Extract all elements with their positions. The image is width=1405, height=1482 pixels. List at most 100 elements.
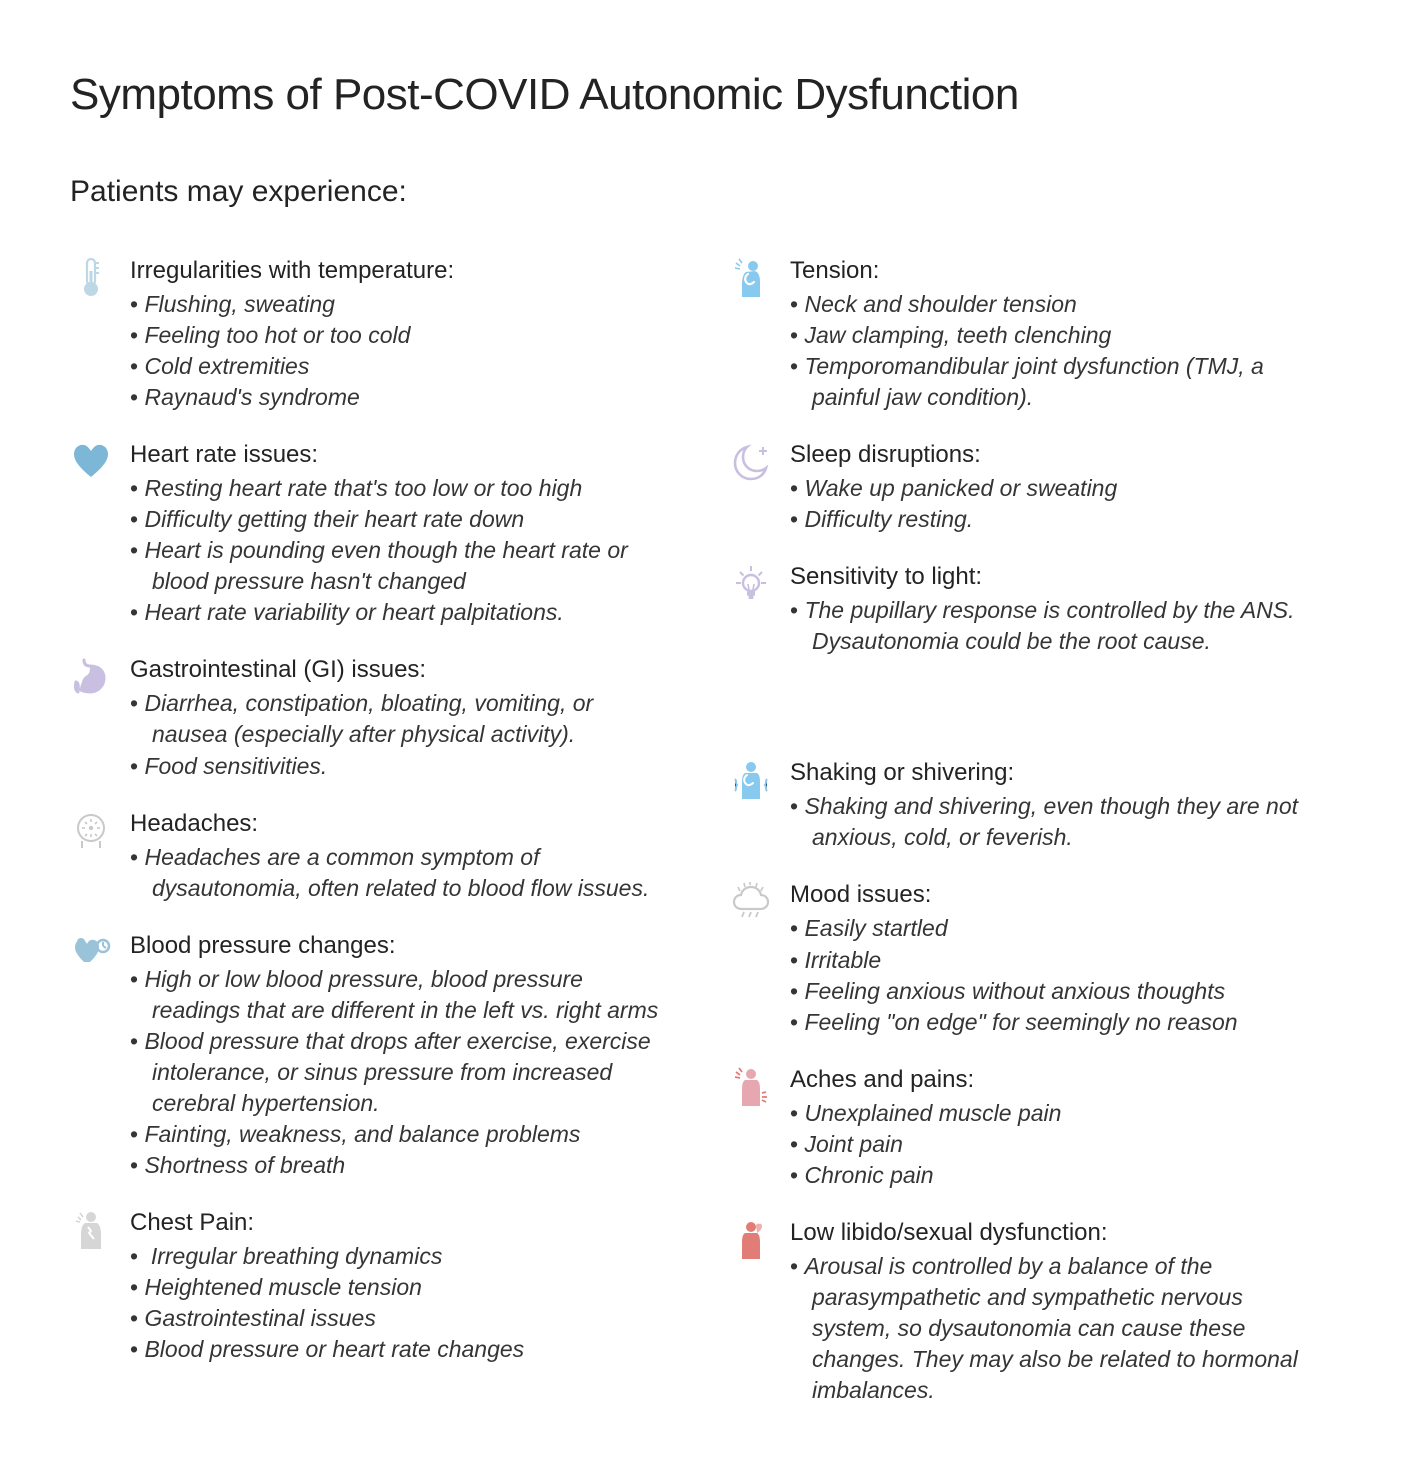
symptom-bullet: Jaw clamping, teeth clenching (790, 320, 1325, 351)
symptom-body: Gastrointestinal (GI) issues: Diarrhea, c… (130, 656, 675, 781)
symptom-heading: Sleep disruptions: (790, 441, 1325, 469)
symptom-body: Shaking or shivering: Shaking and shiveri… (790, 759, 1335, 853)
symptom-block: Blood pressure changes: High or low blood… (70, 932, 675, 1181)
symptom-bullet: Cold extremities (130, 351, 665, 382)
page-subtitle: Patients may experience: (70, 175, 1335, 209)
symptom-heading: Low libido/sexual dysfunction: (790, 1219, 1325, 1247)
symptom-bullet: High or low blood pressure, blood pressu… (130, 964, 665, 1026)
symptom-bullet: Chronic pain (790, 1160, 1325, 1191)
symptom-bullet: Shaking and shivering, even though they … (790, 791, 1325, 853)
symptom-body: Heart rate issues: Resting heart rate tha… (130, 441, 675, 628)
symptom-heading: Chest Pain: (130, 1209, 665, 1237)
stomach-icon (70, 656, 112, 698)
symptom-bullet: Neck and shoulder tension (790, 289, 1325, 320)
chest-pain-icon (70, 1209, 112, 1251)
symptom-block: Sleep disruptions: Wake up panicked or sw… (730, 441, 1335, 535)
tension-icon (730, 257, 772, 299)
symptom-bullet: The pupillary response is controlled by … (790, 595, 1325, 626)
cloud-icon (730, 881, 772, 923)
symptom-bullet: Difficulty getting their heart rate down (130, 504, 665, 535)
symptom-bullet: Arousal is controlled by a balance of th… (790, 1251, 1325, 1406)
symptom-heading: Headaches: (130, 810, 665, 838)
headache-icon (70, 810, 112, 852)
symptom-bullet: Food sensitivities. (130, 751, 665, 782)
symptom-body: Blood pressure changes: High or low blood… (130, 932, 675, 1181)
symptom-block: Chest Pain: Irregular breathing dynamics… (70, 1209, 675, 1365)
symptom-heading: Gastrointestinal (GI) issues: (130, 656, 665, 684)
page: Symptoms of Post-COVID Autonomic Dysfunc… (0, 0, 1405, 1482)
page-title: Symptoms of Post-COVID Autonomic Dysfunc… (70, 70, 1335, 120)
symptom-bullet: Easily startled (790, 913, 1325, 944)
symptom-body: Irregularities with temperature: Flushing… (130, 257, 675, 413)
symptom-block: Heart rate issues: Resting heart rate tha… (70, 441, 675, 628)
symptom-heading: Heart rate issues: (130, 441, 665, 469)
symptom-bullet: Feeling anxious without anxious thoughts (790, 976, 1325, 1007)
column-left: Irregularities with temperature: Flushing… (70, 257, 675, 1406)
symptom-bullet-list: Arousal is controlled by a balance of th… (790, 1251, 1325, 1406)
lightbulb-icon (730, 563, 772, 605)
symptom-bullet-list: Wake up panicked or sweatingDifficulty r… (790, 473, 1325, 535)
symptom-block: Shaking or shivering: Shaking and shiveri… (730, 759, 1335, 853)
symptom-note: Dysautonomia could be the root cause. (790, 626, 1325, 657)
symptom-bullet: Flushing, sweating (130, 289, 665, 320)
symptom-heading: Irregularities with temperature: (130, 257, 665, 285)
symptom-bullet-list: High or low blood pressure, blood pressu… (130, 964, 665, 1181)
symptom-bullet: Heart is pounding even though the heart … (130, 535, 665, 597)
symptom-block: Gastrointestinal (GI) issues: Diarrhea, c… (70, 656, 675, 781)
symptom-block: Sensitivity to light: The pupillary respo… (730, 563, 1335, 657)
symptom-bullet-list: Easily startledIrritableFeeling anxious … (790, 913, 1325, 1037)
spacer (730, 685, 1335, 731)
symptom-block: Low libido/sexual dysfunction: Arousal is… (730, 1219, 1335, 1406)
symptom-bullet-list: Resting heart rate that's too low or too… (130, 473, 665, 628)
symptom-bullet: Irregular breathing dynamics (130, 1241, 665, 1272)
symptom-bullet: Headaches are a common symptom of dysaut… (130, 842, 665, 904)
symptom-body: Headaches: Headaches are a common symptom… (130, 810, 675, 904)
symptom-block: Mood issues:Easily startledIrritableFeel… (730, 881, 1335, 1037)
symptom-body: Aches and pains: Unexplained muscle painJ… (790, 1066, 1335, 1191)
symptom-body: Sensitivity to light: The pupillary respo… (790, 563, 1335, 657)
symptom-body: Mood issues:Easily startledIrritableFeel… (790, 881, 1335, 1037)
symptom-bullet-list: Irregular breathing dynamicsHeightened m… (130, 1241, 665, 1365)
symptom-bullet: Unexplained muscle pain (790, 1098, 1325, 1129)
symptom-bullet: Difficulty resting. (790, 504, 1325, 535)
symptom-bullet: Fainting, weakness, and balance problems (130, 1119, 665, 1150)
moon-icon (730, 441, 772, 483)
symptom-heading: Shaking or shivering: (790, 759, 1325, 787)
symptom-bullet-list: Diarrhea, constipation, bloating, vomiti… (130, 688, 665, 781)
blood-pressure-icon (70, 932, 112, 974)
symptom-bullet: Irritable (790, 945, 1325, 976)
symptom-body: Sleep disruptions: Wake up panicked or sw… (790, 441, 1335, 535)
symptom-block: Tension: Neck and shoulder tensionJaw cla… (730, 257, 1335, 413)
symptom-bullet: Shortness of breath (130, 1150, 665, 1181)
symptom-bullet: Joint pain (790, 1129, 1325, 1160)
symptom-body: Tension: Neck and shoulder tensionJaw cla… (790, 257, 1335, 413)
symptom-body: Chest Pain: Irregular breathing dynamics… (130, 1209, 675, 1365)
column-right: Tension: Neck and shoulder tensionJaw cla… (730, 257, 1335, 1406)
symptom-heading: Blood pressure changes: (130, 932, 665, 960)
symptom-bullet: Temporomandibular joint dysfunction (TMJ… (790, 351, 1325, 413)
symptom-bullet: Diarrhea, constipation, bloating, vomiti… (130, 688, 665, 750)
symptom-heading: Tension: (790, 257, 1325, 285)
symptom-bullet: Blood pressure that drops after exercise… (130, 1026, 665, 1119)
symptom-block: Aches and pains: Unexplained muscle painJ… (730, 1066, 1335, 1191)
symptom-heading: Sensitivity to light: (790, 563, 1325, 591)
libido-person-icon (730, 1219, 772, 1261)
symptom-bullet: Raynaud's syndrome (130, 382, 665, 413)
symptom-heading: Mood issues: (790, 881, 1325, 909)
shivering-person-icon (730, 759, 772, 801)
symptom-bullet: Feeling "on edge" for seemingly no reaso… (790, 1007, 1325, 1038)
columns: Irregularities with temperature: Flushing… (70, 257, 1335, 1406)
symptom-block: Headaches: Headaches are a common symptom… (70, 810, 675, 904)
symptom-bullet: Resting heart rate that's too low or too… (130, 473, 665, 504)
symptom-bullet-list: Headaches are a common symptom of dysaut… (130, 842, 665, 904)
aches-person-icon (730, 1066, 772, 1108)
symptom-block: Irregularities with temperature: Flushing… (70, 257, 675, 413)
symptom-bullet: Blood pressure or heart rate changes (130, 1334, 665, 1365)
symptom-heading: Aches and pains: (790, 1066, 1325, 1094)
symptom-bullet-list: The pupillary response is controlled by … (790, 595, 1325, 626)
symptom-bullet: Heart rate variability or heart palpitat… (130, 597, 665, 628)
symptom-bullet-list: Shaking and shivering, even though they … (790, 791, 1325, 853)
symptom-bullet-list: Unexplained muscle painJoint painChronic… (790, 1098, 1325, 1191)
symptom-bullet: Wake up panicked or sweating (790, 473, 1325, 504)
heart-icon (70, 441, 112, 483)
